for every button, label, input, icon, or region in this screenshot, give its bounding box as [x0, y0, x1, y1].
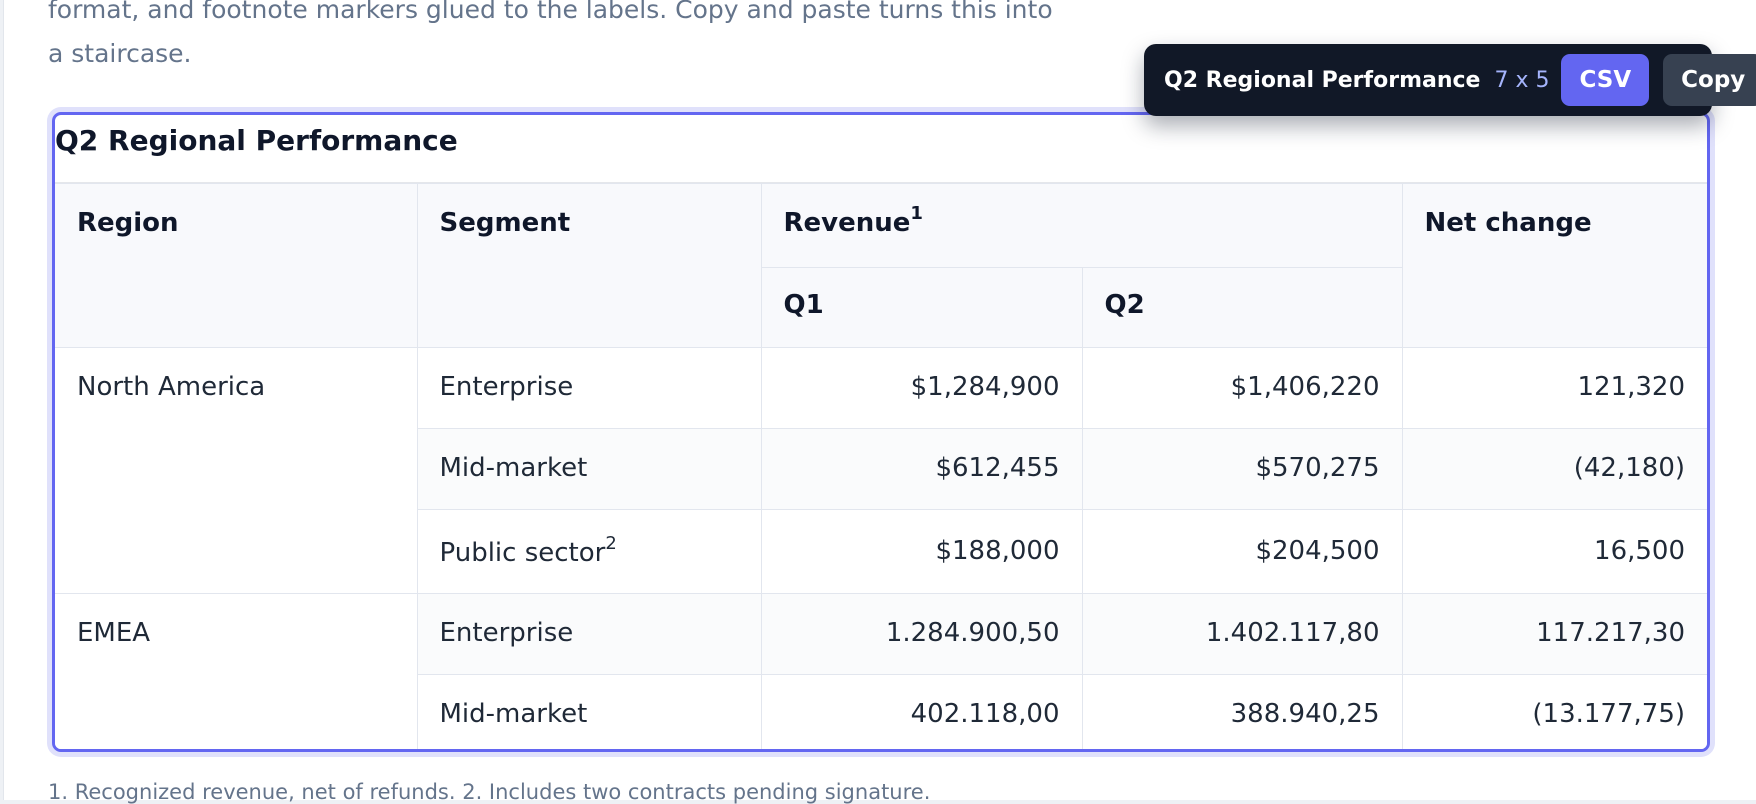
toolbar-dimensions: 7 x 5 [1494, 67, 1550, 93]
segment-cell: Mid-market [417, 674, 762, 749]
net-change-cell: 117.217,30 [1401, 593, 1707, 675]
q1-cell: $1,284,900 [760, 347, 1083, 429]
q2-cell: 388.940,25 [1081, 674, 1403, 749]
intro-paragraph: format, and footnote markers glued to th… [48, 0, 1053, 68]
toolbar-table-title: Q2 Regional Performance [1164, 67, 1481, 93]
header-net-change: Net change [1401, 183, 1707, 348]
footnote-marker: 2 [605, 533, 617, 555]
segment-cell: Mid-market [417, 428, 762, 510]
q2-cell: $1,406,220 [1081, 347, 1403, 429]
table-caption: Q2 Regional Performance [55, 115, 1707, 183]
net-change-cell: (13.177,75) [1401, 674, 1707, 749]
header-revenue-label: Revenue [783, 208, 911, 238]
q1-cell: $612,455 [760, 428, 1083, 510]
footnote-marker: 1 [910, 203, 923, 225]
document-page: format, and footnote markers glued to th… [3, 0, 1756, 804]
header-q2: Q2 [1081, 267, 1403, 348]
data-table: Region Segment Revenue1 Net change Q1 Q2… [55, 183, 1707, 749]
header-region: Region [55, 183, 418, 348]
table-toolbar: Q2 Regional Performance 7 x 5 CSV Copy [1144, 44, 1756, 116]
q2-cell: 1.402.117,80 [1081, 593, 1403, 675]
table-footnotes: 1. Recognized revenue, net of refunds. 2… [48, 780, 931, 804]
region-cell: EMEA [55, 593, 418, 749]
csv-button[interactable]: CSV [1561, 54, 1650, 106]
net-change-cell: (42,180) [1401, 428, 1707, 510]
segment-cell: Enterprise [416, 347, 762, 429]
q2-cell: $204,500 [1081, 509, 1403, 594]
segment-cell: Enterprise [416, 593, 762, 675]
header-q1: Q1 [761, 267, 1083, 348]
header-revenue: Revenue1 [760, 183, 1403, 268]
copy-button[interactable]: Copy [1663, 54, 1756, 106]
q1-cell: 402.118,00 [760, 674, 1083, 749]
net-change-cell: 16,500 [1401, 509, 1707, 594]
segment-cell: Public sector2 [417, 509, 762, 594]
selected-table[interactable]: Q2 Regional Performance Region Segment R… [52, 112, 1710, 752]
q2-cell: $570,275 [1081, 428, 1403, 510]
header-segment: Segment [416, 183, 762, 348]
region-cell: North America [55, 347, 418, 594]
net-change-cell: 121,320 [1401, 347, 1707, 429]
q1-cell: 1.284.900,50 [760, 593, 1083, 675]
q1-cell: $188,000 [760, 509, 1083, 594]
